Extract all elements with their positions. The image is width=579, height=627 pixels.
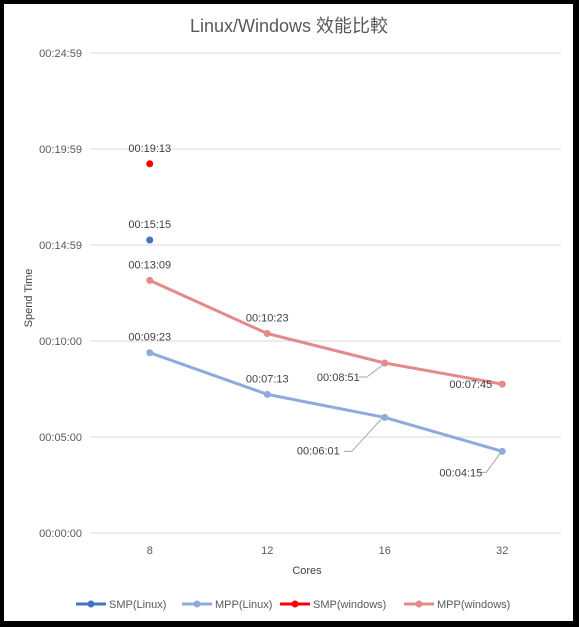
line-chart: Linux/Windows 效能比較 00:00:00 00:05:00 00:10… <box>23 16 561 611</box>
leader-line <box>358 364 384 378</box>
data-point <box>263 390 271 398</box>
data-point <box>146 160 154 168</box>
x-tick-label: 32 <box>496 545 508 557</box>
x-tick-label: 16 <box>379 545 391 557</box>
chart-frame: Linux/Windows 效能比較 00:00:00 00:05:00 00:10… <box>4 4 573 621</box>
data-label: 00:09:23 <box>128 332 171 344</box>
data-label: 00:19:13 <box>128 143 171 155</box>
data-label: 00:04:15 <box>439 467 482 479</box>
chart-title: Linux/Windows 效能比較 <box>190 16 388 36</box>
data-point <box>146 349 154 357</box>
legend-item: SMP(Linux) <box>76 599 166 611</box>
legend-item: SMP(windows) <box>280 599 386 611</box>
legend-marker <box>415 600 423 608</box>
x-tick-label: 12 <box>261 545 273 557</box>
legend-marker <box>291 600 299 608</box>
legend-item: MPP(windows) <box>404 599 510 611</box>
y-tick-label: 00:05:00 <box>39 432 82 444</box>
leader-line <box>343 417 384 452</box>
y-tick-label: 00:19:59 <box>39 144 82 156</box>
y-tick-label: 00:24:59 <box>39 48 82 60</box>
legend-label: SMP(windows) <box>313 599 386 611</box>
data-point <box>498 447 506 455</box>
leader-line <box>478 453 501 473</box>
data-label: 00:07:13 <box>246 373 289 385</box>
data-point <box>498 380 506 388</box>
y-tick-label: 00:14:59 <box>39 240 82 252</box>
data-point <box>381 413 389 421</box>
data-label: 00:10:23 <box>246 313 289 325</box>
series-line <box>149 278 503 386</box>
legend-item: MPP(Linux) <box>182 599 272 611</box>
x-tick-label: 8 <box>147 545 153 557</box>
data-point <box>381 359 389 367</box>
data-point <box>146 236 154 244</box>
data-label: 00:13:09 <box>128 259 171 271</box>
y-axis-label: Spend Time <box>23 269 35 328</box>
data-point <box>146 276 154 284</box>
data-label: 00:08:51 <box>317 372 360 384</box>
series-line <box>149 351 503 453</box>
data-label: 00:06:01 <box>297 445 340 457</box>
legend-marker <box>87 600 95 608</box>
legend-marker <box>193 600 201 608</box>
data-label: 00:07:45 <box>449 379 492 391</box>
legend-label: MPP(Linux) <box>215 599 272 611</box>
legend-label: SMP(Linux) <box>109 599 166 611</box>
y-tick-label: 00:10:00 <box>39 336 82 348</box>
data-point <box>263 330 271 338</box>
x-axis-label: Cores <box>292 565 322 577</box>
y-tick-label: 00:00:00 <box>39 528 82 540</box>
legend-label: MPP(windows) <box>437 599 510 611</box>
data-label: 00:15:15 <box>128 219 171 231</box>
